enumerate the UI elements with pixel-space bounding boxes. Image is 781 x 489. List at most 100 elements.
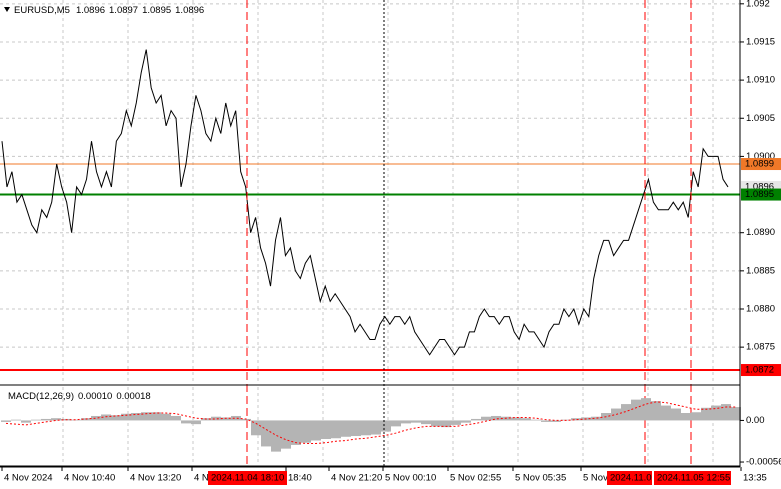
x-tick-label: 5 Nov (583, 473, 608, 484)
macd-bar (71, 419, 81, 421)
y-tick-label: 1.0900 (746, 151, 775, 162)
macd-bar (101, 414, 111, 421)
macd-bar (271, 420, 281, 452)
macd-bar (281, 420, 291, 449)
event-time-label: 2024.11.04 18:10 (211, 473, 284, 484)
macd-bar (661, 405, 671, 421)
macd-bar (551, 420, 561, 422)
macd-bar (681, 413, 691, 421)
macd-bar (421, 420, 431, 425)
macd-bar (171, 415, 181, 421)
close: 1.0896 (175, 5, 204, 16)
price-label: 1.0899 (745, 159, 774, 170)
x-tick-label: 5 Nov 02:55 (450, 473, 501, 484)
low: 1.0895 (142, 5, 171, 16)
x-tick-label: 5 Nov 00:10 (385, 473, 436, 484)
macd-bar (261, 420, 271, 447)
macd-bar (111, 415, 121, 421)
macd-bar (181, 420, 191, 424)
symbol: EURUSD,M5 (14, 5, 70, 16)
y-tick-label: 1.0880 (746, 304, 775, 315)
price-line (1, 49, 729, 356)
macd-bar (491, 415, 501, 421)
y-tick-label: 1.0885 (746, 265, 775, 276)
macd-bar (721, 404, 731, 421)
macd-bar (391, 420, 401, 427)
macd-bar (441, 420, 451, 428)
macd-bar (451, 420, 461, 425)
macd-bar (41, 418, 51, 421)
macd-bar (51, 418, 61, 421)
y-tick-label: 1.0890 (746, 227, 775, 238)
x-tick-label: 13:35 (743, 473, 767, 484)
macd-title: MACD(12,26,9) 0.00010 0.00018 (8, 391, 151, 402)
price-panel (0, 0, 740, 465)
event-time-box (607, 471, 652, 485)
macd-bar (141, 412, 151, 421)
x-tick-label: 5 Nov 05:35 (515, 473, 566, 484)
macd-bar (711, 405, 721, 421)
x-tick-label: 4 Nov 10:40 (64, 473, 115, 484)
macd-bar (341, 420, 351, 437)
macd-bar (191, 420, 201, 425)
macd-bar (591, 416, 601, 421)
macd-bar (241, 418, 251, 421)
macd-bar (671, 408, 681, 421)
macd-bar (571, 418, 581, 421)
macd-bar (331, 420, 341, 439)
menu-icon (4, 7, 10, 12)
macd-bar (21, 420, 31, 423)
macd-bar (461, 420, 471, 423)
macd-y-tick-label: 0.00 (746, 415, 765, 426)
chart-title: EURUSD,M5 1.0896 1.0897 1.0895 1.0896 (14, 5, 204, 16)
high: 1.0897 (109, 5, 138, 16)
x-tick-label: 18:40 (288, 473, 312, 484)
macd-bar (291, 420, 301, 445)
macd-bar (151, 412, 161, 421)
macd-bar (511, 417, 521, 421)
x-tick-label: 4 Nov 21:20 (331, 473, 382, 484)
price-label-box (741, 158, 781, 171)
macd-bar (351, 420, 361, 437)
macd-bar (361, 420, 371, 436)
macd-bar (641, 398, 651, 421)
event-time-label: 2024.11.0 (610, 473, 652, 484)
price-label-box (741, 364, 781, 377)
y-tick-label: 1.0910 (746, 75, 775, 86)
event-time-label: 2024.11.05 12:55 (657, 473, 730, 484)
macd-bar (1, 420, 11, 422)
macd-bar (411, 420, 421, 423)
macd-bar (471, 418, 481, 421)
event-time-box (208, 471, 287, 485)
macd-bar (691, 412, 701, 421)
open: 1.0896 (76, 5, 105, 16)
x-tick-label: 4 Nov 2024 (4, 473, 53, 484)
macd-bar (221, 417, 231, 421)
macd-bar (251, 420, 261, 436)
macd-bar (301, 420, 311, 443)
macd-panel (0, 384, 741, 467)
macd-name: MACD(12,26,9) (8, 391, 74, 402)
price-label: 1.0872 (745, 365, 774, 376)
macd-bar (31, 419, 41, 421)
macd-bar (231, 415, 241, 421)
macd-bar (381, 420, 391, 432)
y-tick-label: 1.0905 (746, 113, 775, 124)
macd-bar (621, 404, 631, 421)
y-tick-label: 1.092 (746, 0, 770, 9)
price-label-box (741, 188, 781, 201)
macd-bar (611, 408, 621, 421)
macd-bar (121, 413, 131, 421)
price-label: 1.0896 (745, 181, 774, 192)
macd-bar (521, 418, 531, 421)
y-tick-label: 1.0875 (746, 342, 775, 353)
macd-bar (541, 420, 551, 422)
x-tick-label: 4 Nov 13:20 (130, 473, 181, 484)
macd-bar (401, 420, 411, 424)
macd-bar (161, 413, 171, 421)
macd-bar (631, 399, 641, 421)
macd-main-value: 0.00010 (78, 391, 112, 402)
macd-bar (321, 420, 331, 439)
event-time-box (654, 471, 731, 485)
